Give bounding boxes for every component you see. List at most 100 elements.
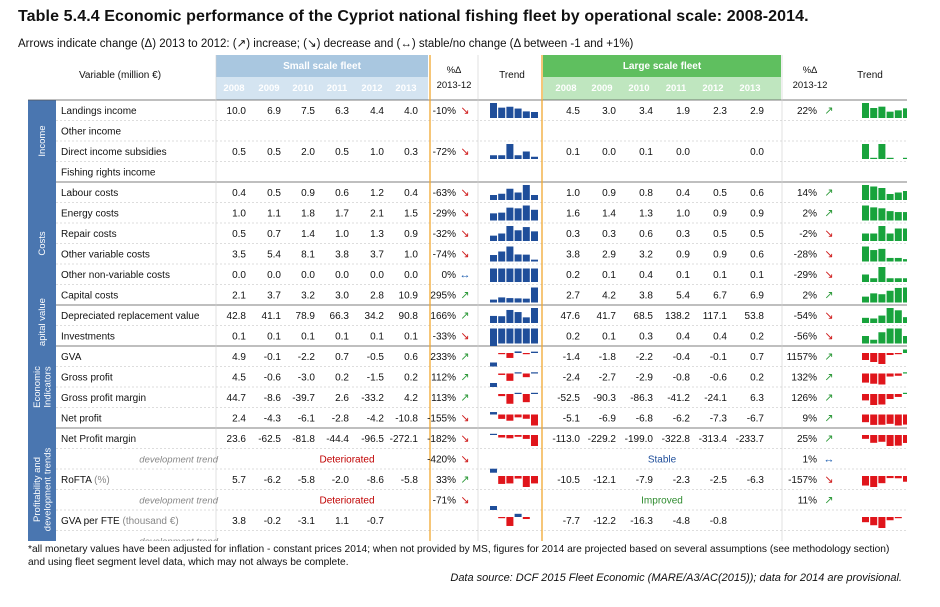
small-trend-13-bar-3 (514, 372, 522, 374)
small-value: 1.3 (370, 229, 384, 240)
large-value: 0.3 (566, 229, 580, 240)
large-value: -7.3 (710, 414, 728, 425)
small-value: 4.2 (404, 393, 418, 404)
large-fleet-title: Large scale fleet (623, 61, 702, 72)
large-trend-11-bar-1 (870, 339, 878, 344)
small-value: 0.1 (267, 332, 281, 343)
row-label: Fishing rights income (61, 168, 156, 179)
large-pct-change: 2% (803, 209, 818, 220)
large-trend-6-bar-0 (862, 233, 869, 241)
small-value: 1.8 (301, 209, 315, 220)
small-value: 1.0 (370, 147, 384, 158)
large-value: -113.0 (552, 434, 580, 445)
small-trend-10-bar-3 (514, 312, 522, 323)
large-value: 0.3 (676, 229, 690, 240)
small-year-2010: 2010 (292, 83, 313, 94)
large-trend-15-bar-3 (886, 414, 894, 424)
large-value: 0.9 (676, 250, 690, 261)
small-value: 23.6 (227, 434, 247, 445)
small-change-arrow-icon: ↘ (460, 495, 469, 507)
large-value: -10.5 (557, 475, 580, 486)
large-year-2012: 2012 (702, 83, 723, 94)
large-trend-14-bar-3 (886, 394, 894, 400)
large-years-band (543, 77, 781, 100)
small-pct-change: -155% (427, 414, 456, 425)
large-value: 0.6 (639, 229, 653, 240)
small-change-arrow-icon: ↘ (460, 433, 469, 445)
dev-trend-label: development trend (139, 537, 218, 542)
small-trend-16-bar-1 (498, 435, 506, 438)
small-trend-14-bar-5 (531, 392, 538, 394)
large-value: -0.1 (710, 352, 728, 363)
small-value: -0.6 (264, 373, 282, 384)
row-label: Repair costs (61, 229, 117, 240)
small-change-arrow-icon: ↗ (460, 372, 469, 384)
small-trend-2-bar-1 (498, 155, 506, 159)
small-value: -62.5 (258, 434, 281, 445)
large-value: -6.9 (599, 414, 617, 425)
small-value: 3.7 (267, 291, 281, 302)
large-trend-0-bar-0 (862, 103, 869, 118)
fleet-performance-table: Variable (million €) Small scale fleet Lar… (28, 55, 907, 542)
large-trend-8-bar-0 (862, 274, 869, 282)
large-value: 0.1 (602, 270, 616, 281)
small-value: 0.0 (370, 270, 384, 281)
large-pct-change: -157% (788, 475, 817, 486)
small-trend-12-bar-2 (506, 353, 514, 358)
small-trend-11-bar-2 (506, 328, 514, 344)
small-pct-change: -33% (433, 332, 456, 343)
large-trend-5-bar-3 (886, 211, 894, 221)
large-year-2011: 2011 (666, 83, 687, 94)
large-value: 0.9 (713, 209, 727, 220)
large-pct-change: -54% (794, 311, 817, 322)
large-trend-15-bar-5 (903, 414, 907, 425)
small-value: 2.1 (370, 209, 384, 220)
large-trend-4-bar-3 (886, 194, 894, 200)
small-trend-18-bar-3 (514, 476, 522, 479)
large-pct-change: 22% (797, 106, 817, 117)
small-value: 6.3 (335, 106, 349, 117)
large-value: 3.4 (639, 106, 653, 117)
small-value: 1.4 (301, 229, 315, 240)
small-value: 90.8 (399, 311, 419, 322)
row-label: GVA per FTE (thousand €) (61, 516, 179, 527)
large-trend-14-bar-5 (903, 392, 907, 394)
small-trend-2-bar-3 (514, 155, 522, 159)
large-trend-20-bar-0 (862, 517, 869, 523)
small-change-arrow-icon: ↗ (460, 392, 469, 404)
small-trend-14-bar-4 (522, 394, 530, 403)
large-value: 0.0 (676, 147, 690, 158)
small-value: 78.9 (296, 311, 316, 322)
small-trend-6-bar-5 (531, 231, 538, 241)
large-pct-period: 2013-12 (793, 80, 828, 91)
small-trend-6-bar-0 (490, 235, 497, 241)
large-year-2010: 2010 (628, 83, 649, 94)
small-value: 2.1 (232, 291, 246, 302)
small-trend-18-bar-4 (522, 476, 530, 487)
row-label: GVA (61, 352, 82, 363)
small-value: -5.8 (298, 475, 316, 486)
small-dev-status: Deteriorated (319, 455, 374, 466)
small-pct-change: -32% (433, 229, 456, 240)
small-trend-4-bar-1 (498, 193, 506, 200)
large-trend-18-bar-1 (870, 476, 878, 487)
large-value: -1.4 (563, 352, 581, 363)
large-value: 0.9 (750, 209, 764, 220)
small-change-arrow-icon: ↘ (460, 105, 469, 117)
small-trend-2-bar-5 (531, 156, 538, 159)
small-value: 0.5 (335, 147, 349, 158)
large-trend-0-bar-2 (878, 106, 886, 118)
small-value: 1.0 (232, 209, 246, 220)
large-trend-10-bar-5 (903, 317, 907, 323)
large-trend-8-bar-1 (870, 278, 878, 282)
large-value: -6.2 (673, 414, 691, 425)
large-trend-14-bar-1 (870, 394, 878, 405)
large-trend-5-bar-1 (870, 207, 878, 221)
small-value: -6.1 (298, 414, 316, 425)
large-value: 3.2 (639, 250, 653, 261)
small-change-arrow-icon: ↔ (460, 269, 471, 281)
large-pct-change: 126% (791, 393, 817, 404)
small-trend-13-bar-1 (498, 373, 506, 375)
large-trend-20-bar-1 (870, 517, 878, 526)
large-value: -52.5 (557, 393, 580, 404)
